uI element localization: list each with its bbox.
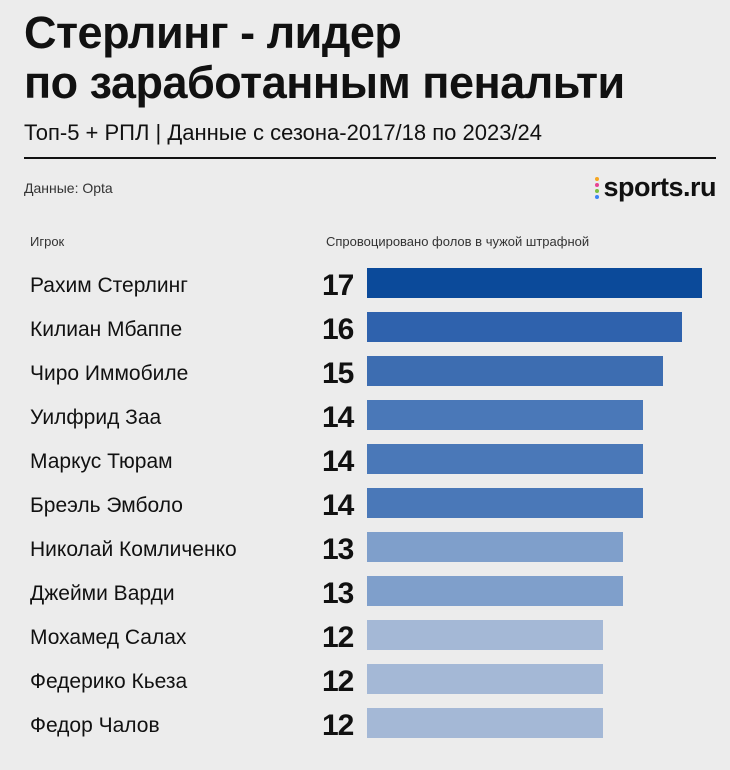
- player-name: Джейми Варди: [30, 580, 175, 608]
- value-label: 12: [322, 664, 362, 700]
- player-name: Чиро Иммобиле: [30, 360, 188, 388]
- bar: [367, 268, 702, 298]
- player-name: Уилфрид Заа: [30, 404, 161, 432]
- logo-dot: [595, 183, 599, 187]
- value-label: 14: [322, 488, 362, 524]
- bar: [367, 312, 682, 342]
- column-header-player: Игрок: [30, 234, 64, 249]
- value-label: 14: [322, 400, 362, 436]
- bar: [367, 532, 623, 562]
- value-label: 13: [322, 576, 362, 612]
- bar: [367, 576, 623, 606]
- subtitle: Топ-5 + РПЛ | Данные с сезона-2017/18 по…: [24, 118, 542, 148]
- bar: [367, 444, 643, 474]
- page-title: Стерлинг - лидер по заработанным пенальт…: [24, 8, 714, 108]
- player-name: Бреэль Эмболо: [30, 492, 183, 520]
- chart-row: Бреэль Эмболо 14: [0, 484, 730, 528]
- title-line-2: по заработанным пенальти: [24, 58, 714, 108]
- value-label: 13: [322, 532, 362, 568]
- player-name: Килиан Мбаппе: [30, 316, 182, 344]
- player-name: Маркус Тюрам: [30, 448, 173, 476]
- sports-ru-logo: sports.ru: [595, 172, 716, 203]
- logo-dots-icon: [595, 177, 599, 199]
- value-label: 12: [322, 708, 362, 744]
- player-name: Рахим Стерлинг: [30, 272, 188, 300]
- player-name: Федерико Кьеза: [30, 668, 187, 696]
- value-label: 15: [322, 356, 362, 392]
- value-label: 12: [322, 620, 362, 656]
- value-label: 16: [322, 312, 362, 348]
- column-header-value: Спровоцировано фолов в чужой штрафной: [326, 234, 589, 249]
- logo-dot: [595, 177, 599, 181]
- logo-dot: [595, 189, 599, 193]
- chart-rows: Рахим Стерлинг 17 Килиан Мбаппе 16 Чиро Иммо…: [0, 264, 730, 748]
- chart-row: Чиро Иммобиле 15: [0, 352, 730, 396]
- value-label: 17: [322, 268, 362, 304]
- logo-dot: [595, 195, 599, 199]
- chart-row: Уилфрид Заа 14: [0, 396, 730, 440]
- value-label: 14: [322, 444, 362, 480]
- chart-row: Джейми Варди 13: [0, 572, 730, 616]
- chart-row: Федерико Кьеза 12: [0, 660, 730, 704]
- chart-row: Федор Чалов 12: [0, 704, 730, 748]
- bar: [367, 664, 603, 694]
- chart-row: Килиан Мбаппе 16: [0, 308, 730, 352]
- chart-row: Николай Комличенко 13: [0, 528, 730, 572]
- bar: [367, 356, 663, 386]
- source-note: Данные: Opta: [24, 180, 113, 196]
- divider: [24, 157, 716, 159]
- bar: [367, 400, 643, 430]
- logo-text: sports.ru: [603, 172, 716, 203]
- bar: [367, 488, 643, 518]
- title-line-1: Стерлинг - лидер: [24, 8, 714, 58]
- player-name: Мохамед Салах: [30, 624, 186, 652]
- player-name: Федор Чалов: [30, 712, 160, 740]
- bar: [367, 620, 603, 650]
- bar: [367, 708, 603, 738]
- chart-row: Рахим Стерлинг 17: [0, 264, 730, 308]
- player-name: Николай Комличенко: [30, 536, 237, 564]
- chart-row: Маркус Тюрам 14: [0, 440, 730, 484]
- chart-row: Мохамед Салах 12: [0, 616, 730, 660]
